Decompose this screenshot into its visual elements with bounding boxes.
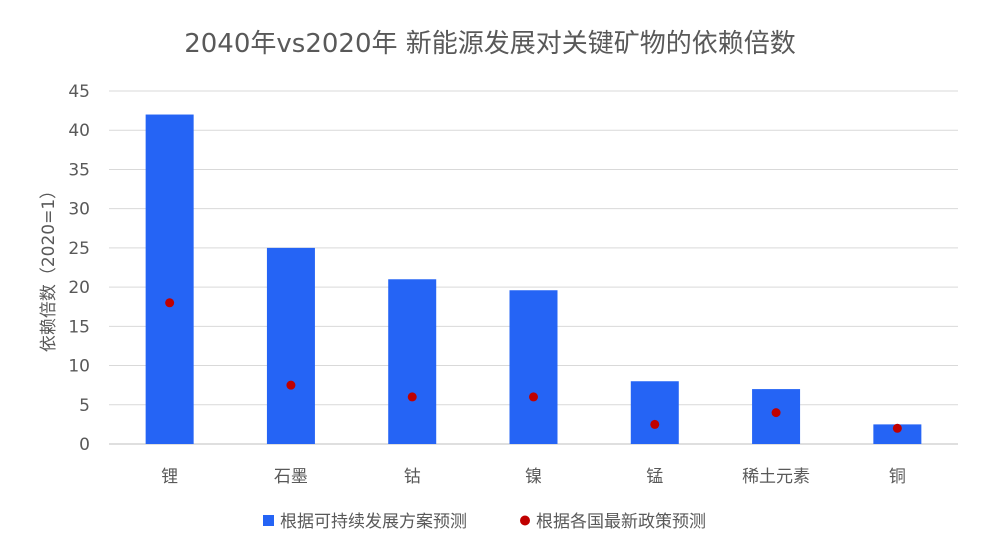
dot-point: [529, 392, 538, 402]
dot-series: [165, 298, 902, 433]
bar: [509, 290, 558, 444]
x-tick-label: 稀土元素: [742, 467, 810, 487]
dot-point: [165, 298, 175, 308]
legend: 根据可持续发展方案预测 根据各国最新政策预测: [263, 512, 706, 532]
legend-label: 根据各国最新政策预测: [536, 512, 706, 532]
x-tick-label: 钴: [404, 467, 421, 487]
y-tick-label: 15: [68, 317, 90, 337]
y-tick-label: 25: [68, 239, 90, 259]
bar-series: [145, 114, 922, 445]
legend-label: 根据可持续发展方案预测: [280, 512, 467, 532]
y-tick-label: 20: [68, 278, 90, 298]
grid-lines: [109, 90, 958, 445]
dot-point: [650, 419, 660, 429]
dot-point: [407, 392, 417, 402]
dot-point: [286, 380, 296, 390]
bar: [388, 279, 437, 444]
legend-swatch-bar: [263, 515, 274, 526]
bar: [630, 381, 679, 444]
y-tick-label: 10: [68, 357, 90, 377]
bar: [145, 114, 194, 445]
y-tick-label: 40: [68, 121, 90, 141]
y-tick-label: 0: [79, 435, 90, 455]
x-tick-label: 锂: [161, 467, 178, 487]
y-tick-label: 45: [68, 82, 90, 102]
chart-title: 2040年vs2020年 新能源发展对关键矿物的依赖倍数: [184, 29, 796, 59]
dot-point: [771, 408, 781, 418]
x-tick-label: 石墨: [274, 467, 308, 487]
legend-swatch-dot: [520, 515, 530, 526]
x-axis-ticks: 锂 石墨 钴 镍 锰 稀土元素 铜: [161, 467, 906, 487]
bar: [266, 247, 315, 444]
y-tick-label: 35: [68, 160, 90, 180]
y-tick-label: 5: [79, 396, 90, 416]
x-tick-label: 镍: [525, 467, 542, 487]
bar: [873, 424, 922, 444]
y-axis-label: 依赖倍数（2020=1）: [39, 182, 59, 352]
x-tick-label: 铜: [889, 467, 906, 487]
y-axis-ticks: 0 5 10 15 20 25 30 35 40 45: [68, 82, 90, 455]
y-tick-label: 30: [68, 200, 90, 220]
x-tick-label: 锰: [646, 467, 663, 487]
dot-point: [892, 423, 902, 433]
